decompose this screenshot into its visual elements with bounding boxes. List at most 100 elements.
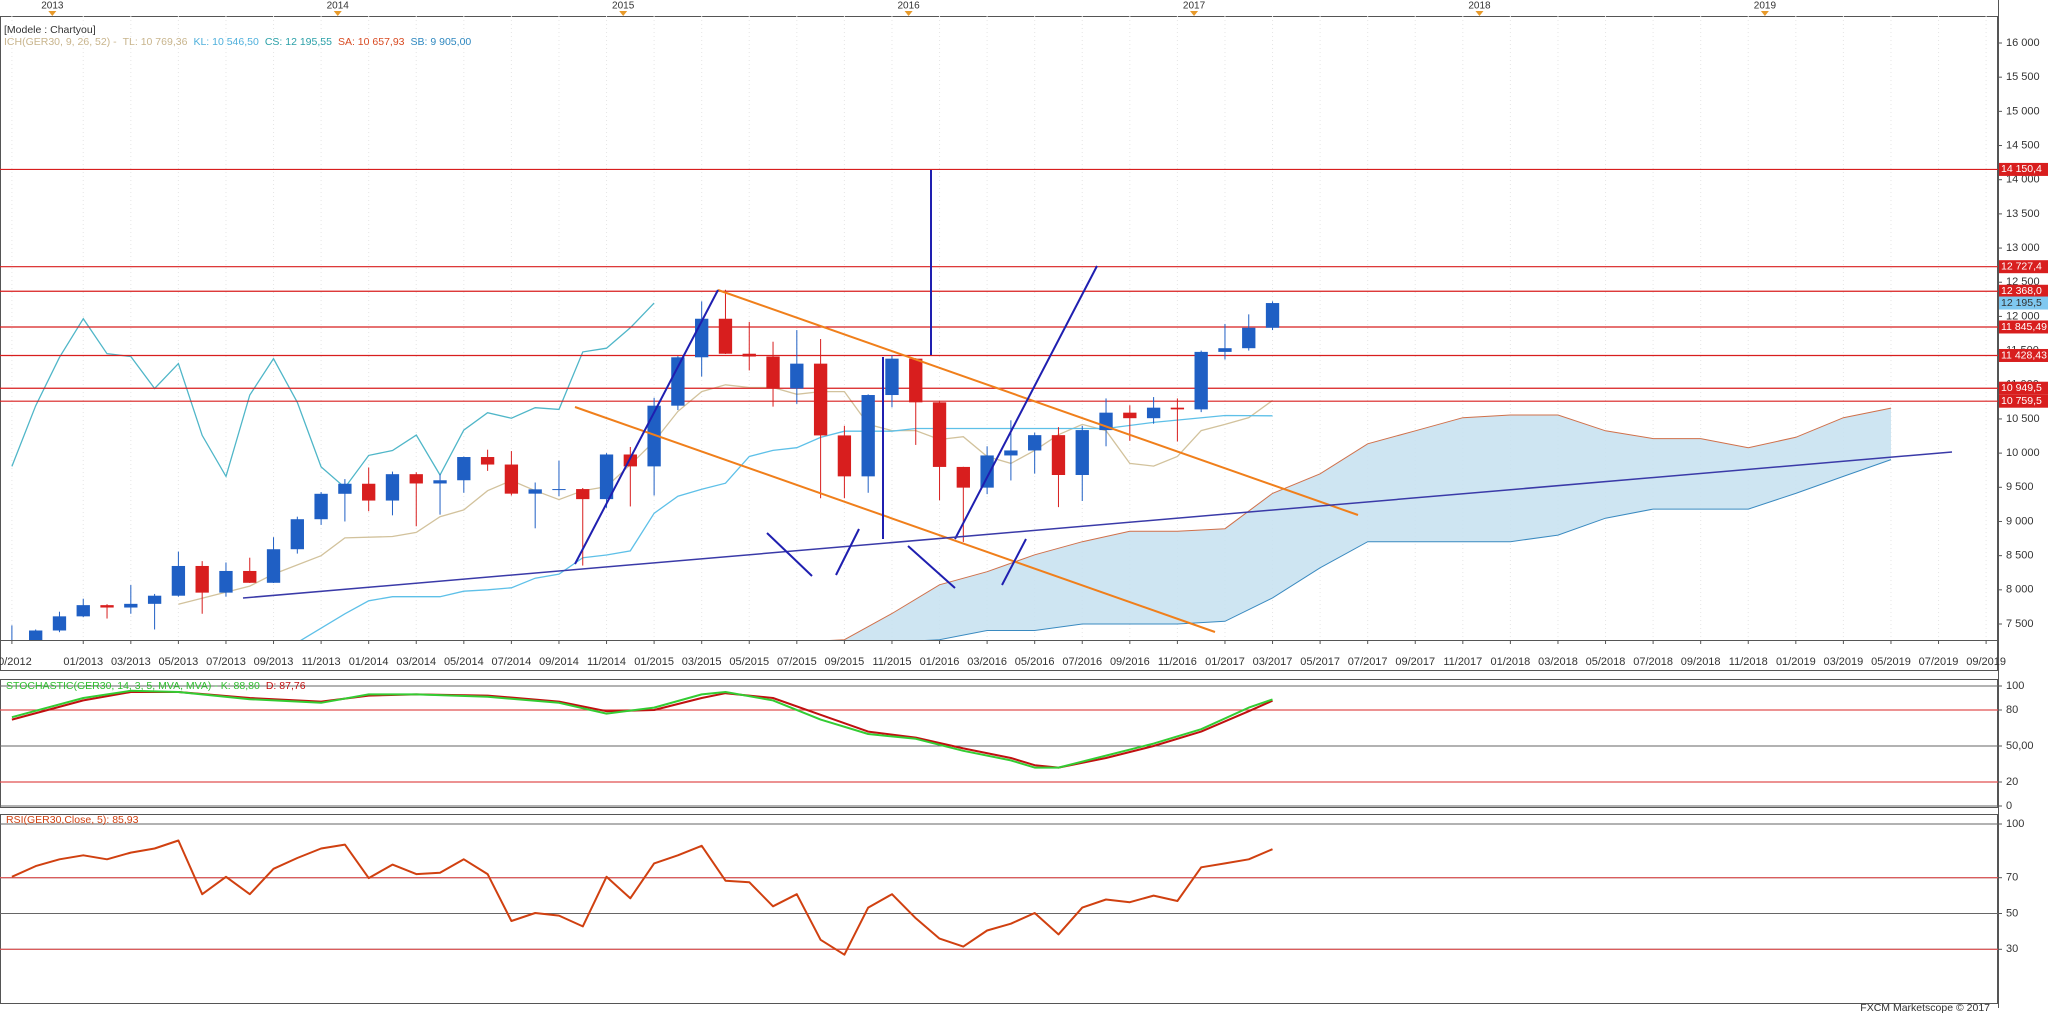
rsi-frame [0,814,1998,1004]
legend-item: D: 87,76 [266,680,306,692]
legend-item: ICH(GER30, 9, 26, 52) - [4,36,117,48]
x-tick-label: 01/2013 [63,656,103,668]
x-tick-label: 07/2016 [1062,656,1102,668]
level-box [1999,260,2048,274]
trend-line [574,289,719,565]
indicator-panels [0,685,1998,956]
candle-body [980,455,994,488]
x-tick-label: 09/2013 [254,656,294,668]
y-tick-label: 80 [2006,704,2018,716]
candle-body [1051,435,1066,475]
x-tick-label: 05/2013 [159,656,199,668]
candle-body [124,603,138,608]
candle-body [742,353,756,357]
candle-body [433,480,447,484]
candle-body [956,466,970,488]
candle-body [718,318,733,354]
candle-body [314,493,328,520]
indicator-legend: RSI(GER30,Close, 5): 85,93 [6,814,139,826]
candle-body [909,358,923,403]
x-tick-label: 03/2013 [111,656,151,668]
y-tick-label: 14 500 [2006,139,2040,151]
x-tick-label: 01/2016 [920,656,960,668]
candle-body [861,395,875,477]
trend-line [242,451,1953,599]
y-tick-label: 9 500 [2006,481,2034,493]
candle-body [100,605,114,608]
candle-body [599,454,614,500]
axes: 7 500 8 000 8 500 9 000 9 500 10 000 10 500 11 … [0,1,2048,955]
x-tick-label: 01/2019 [1776,656,1816,668]
candle-body [1218,348,1232,352]
candle-body [1146,407,1161,419]
x-tick-label: 03/2016 [967,656,1007,668]
y-tick-label: 14 000 [2006,174,2040,186]
candle-body [623,454,637,467]
y-tick-label: 13 000 [2006,242,2040,254]
trend-line [835,528,860,576]
year-label: 2016 [897,1,920,12]
level-label: 11 428,43 [2001,349,2047,361]
x-tick-label: 05/2019 [1871,656,1911,668]
year-label: 2018 [1468,1,1491,12]
trend-line [766,532,813,577]
grid [11,16,1987,640]
y-tick-label: 10 500 [2006,413,2040,425]
candle-body [837,435,852,477]
legend-item: SB: 9 905,00 [411,36,472,48]
legend-item: KL: 10 546,50 [193,36,259,48]
candle-body [766,356,780,389]
candle-body [362,483,376,501]
x-tick-label: 03/2018 [1538,656,1578,668]
indicator-line [11,302,655,489]
candle-body [52,616,67,631]
x-tick-label: 05/2015 [729,656,769,668]
x-tick-label: 07/2017 [1348,656,1388,668]
level-label: 12 727,4 [2001,260,2042,272]
x-tick-label: 09/2015 [825,656,865,668]
level-box [1999,348,2048,362]
y-tick-label: 100 [2006,818,2024,830]
x-tick-label: 01/2014 [349,656,389,668]
year-marker [1190,11,1199,16]
y-tick-label: 15 000 [2006,105,2040,117]
y-tick-label: 0 [2006,800,2012,812]
x-tick-label: 07/2013 [206,656,246,668]
x-tick-label: 11/2015 [872,656,911,668]
legend-item: TL: 10 769,36 [123,36,188,48]
x-tick-label: 01/2017 [1205,656,1245,668]
x-tick-label: 11/2016 [1158,656,1197,668]
x-tick-label: 03/2019 [1824,656,1864,668]
year-label: 2014 [327,1,350,12]
candle-body [480,457,495,465]
drawings [242,170,1953,633]
level-label: 14 150,4 [2001,163,2042,175]
y-tick-label: 100 [2006,680,2024,692]
candle-body [243,570,257,583]
y-tick-label: 50 [2006,907,2018,919]
candle-body [409,474,423,484]
x-tick-label: 01/2018 [1491,656,1531,668]
x-tick-label: 11/2014 [587,656,626,668]
candle-body [171,565,186,596]
level-label: 12 368,0 [2001,285,2042,297]
year-marker [1475,11,1484,16]
x-tick-label: 01/2015 [634,656,674,668]
candle-body [290,519,304,550]
candle-body [195,565,209,593]
x-tick-label: 05/2017 [1300,656,1340,668]
candle-body [29,630,43,640]
main-frame [0,16,1998,671]
year-label: 2019 [1754,1,1777,12]
candle-body [457,457,471,481]
x-tick-label: 09/2018 [1681,656,1721,668]
candle-body [266,549,281,583]
legend-item: STOCHASTIC(GER30, 14, 3, 5, MVA, MVA) - … [6,680,260,692]
candle-body [1194,351,1208,410]
x-tick-label: 07/2018 [1633,656,1673,668]
x-tick-label: 03/2015 [682,656,722,668]
year-label: 2017 [1183,1,1206,12]
plot-area [0,168,1998,640]
candle-body [385,474,400,501]
year-marker [48,11,57,16]
